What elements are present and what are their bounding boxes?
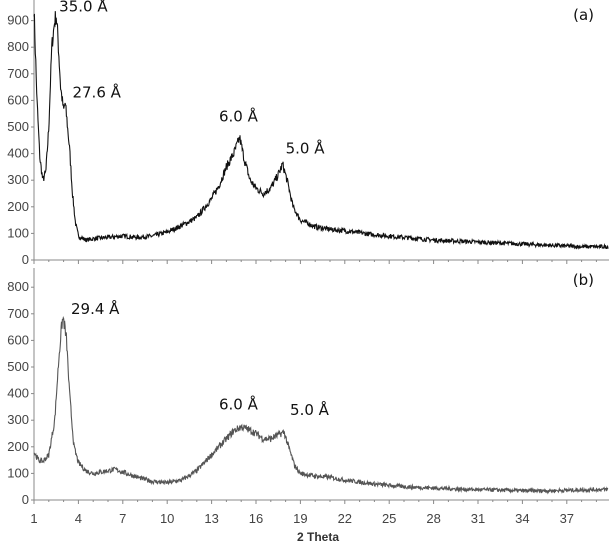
y-tick-label: 300	[7, 412, 29, 427]
panel-label: (a)	[573, 6, 594, 24]
xrd-series-a	[33, 11, 609, 250]
y-tick-label: 400	[7, 146, 29, 161]
xrd-series-b	[33, 316, 609, 495]
x-tick-label: 22	[338, 511, 352, 526]
x-tick-label: 25	[382, 511, 396, 526]
y-tick-label: 800	[7, 279, 29, 294]
y-tick-label: 500	[7, 119, 29, 134]
y-tick-label: 100	[7, 465, 29, 480]
y-tick-label: 900	[7, 13, 29, 28]
axes: 0 100 200 300 400 500 600 700 800 900 0 100 200 300 40…	[7, 0, 609, 526]
x-tick-label: 16	[249, 511, 263, 526]
x-tick-label: 1	[30, 511, 37, 526]
x-tick-label: 13	[204, 511, 218, 526]
y-tick-label: 800	[7, 39, 29, 54]
panel-label: (b)	[573, 271, 594, 289]
x-tick-label: 4	[75, 511, 82, 526]
x-axis-label: 2 Theta	[297, 530, 339, 544]
x-tick-label: 37	[560, 511, 574, 526]
peak-annotation: 29.4 Å	[71, 299, 120, 318]
y-tick-label: 200	[7, 439, 29, 454]
series	[33, 11, 609, 495]
y-tick-label: 400	[7, 386, 29, 401]
y-tick-label: 0	[22, 252, 29, 267]
labels: 35.0 Å 27.6 Å 6.0 Å 5.0 Å (a) 29.4 Å 6.0 Å 5.0 …	[59, 0, 594, 419]
x-tick-label: 10	[160, 511, 174, 526]
y-tick-label: 600	[7, 92, 29, 107]
y-tick-label: 100	[7, 225, 29, 240]
y-tick-label: 0	[22, 492, 29, 507]
y-tick-label: 200	[7, 199, 29, 214]
y-tick-label: 300	[7, 172, 29, 187]
peak-annotation: 35.0 Å	[59, 0, 108, 15]
peak-annotation: 6.0 Å	[219, 395, 259, 414]
y-tick-label: 700	[7, 306, 29, 321]
peak-annotation: 6.0 Å	[219, 107, 259, 126]
x-tick-label: 34	[515, 511, 529, 526]
x-tick-label: 28	[426, 511, 440, 526]
y-tick-label: 700	[7, 66, 29, 81]
peak-annotation: 27.6 Å	[72, 83, 121, 102]
y-tick-label: 600	[7, 332, 29, 347]
peak-annotation: 5.0 Å	[290, 400, 330, 419]
peak-annotation: 5.0 Å	[286, 139, 326, 158]
x-tick-label: 19	[293, 511, 307, 526]
y-tick-label: 500	[7, 359, 29, 374]
x-tick-label: 31	[471, 511, 485, 526]
x-tick-label: 7	[119, 511, 126, 526]
